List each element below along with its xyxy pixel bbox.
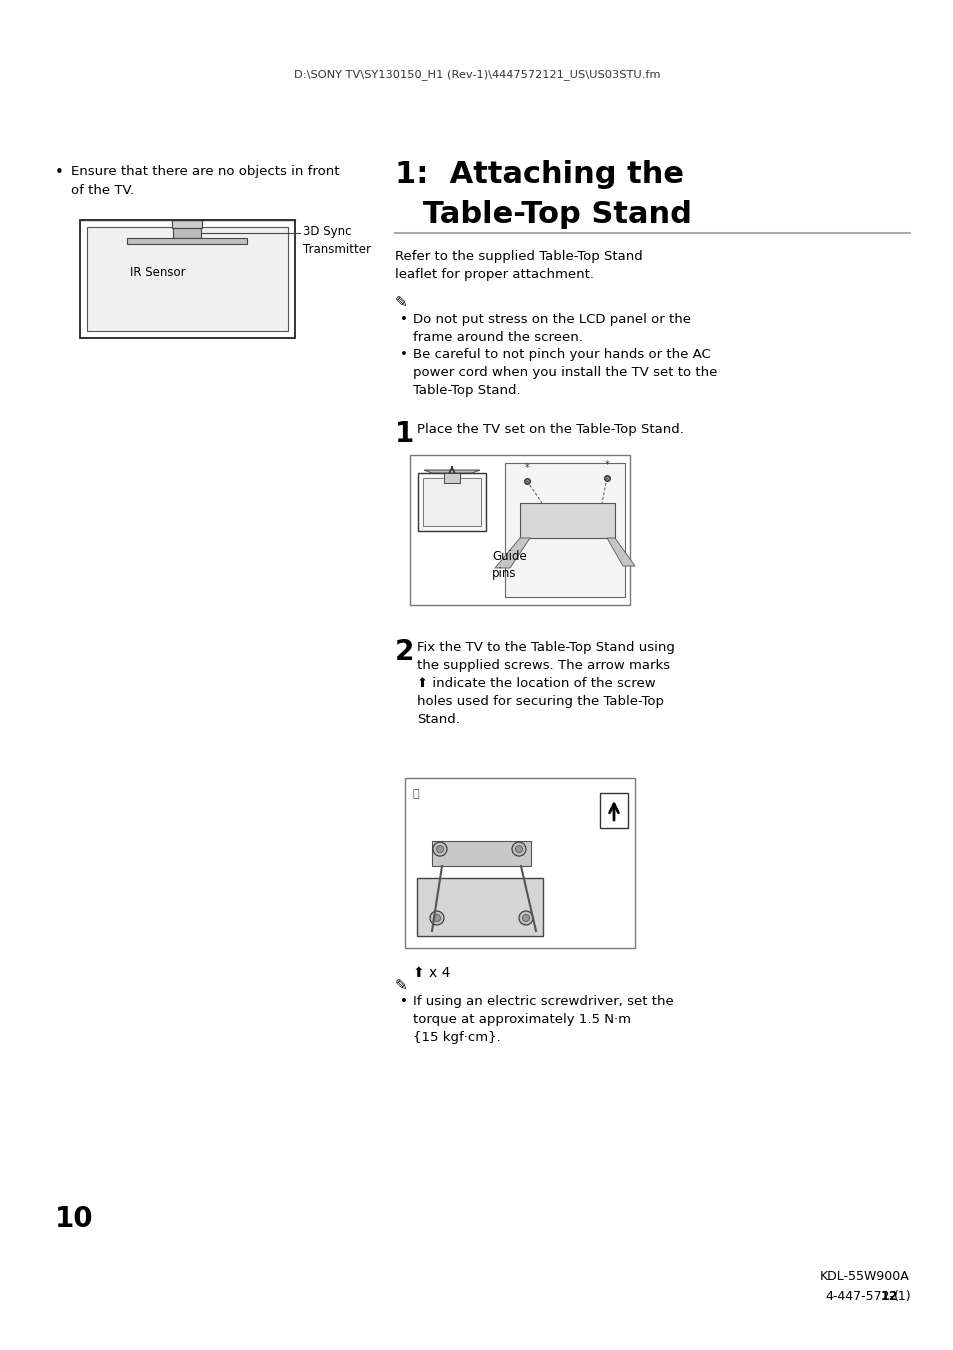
Text: ✎: ✎ (395, 296, 407, 310)
Polygon shape (423, 470, 479, 472)
Text: *: * (604, 460, 609, 470)
Circle shape (522, 914, 529, 922)
Bar (410, 455, 629, 605)
Circle shape (433, 842, 447, 856)
Text: IR Sensor: IR Sensor (130, 266, 185, 279)
Polygon shape (495, 539, 530, 568)
Text: Guide
pins: Guide pins (492, 549, 526, 580)
Bar (405, 778, 635, 948)
Bar (432, 841, 531, 867)
Text: ⬆ x 4: ⬆ x 4 (413, 967, 450, 980)
Text: D:\SONY TV\SY130150_H1 (Rev-1)\4447572121_US\US03STU.fm: D:\SONY TV\SY130150_H1 (Rev-1)\444757212… (294, 70, 659, 81)
Text: *: * (524, 463, 529, 472)
Text: •: • (399, 313, 408, 325)
Text: If using an electric screwdriver, set the
torque at approximately 1.5 N·m
{15 kg: If using an electric screwdriver, set th… (413, 995, 673, 1044)
Bar (80, 220, 294, 338)
Text: Table-Top Stand: Table-Top Stand (422, 200, 691, 230)
Text: Do not put stress on the LCD panel or the
frame around the screen.: Do not put stress on the LCD panel or th… (413, 313, 690, 344)
Bar (173, 228, 201, 238)
Text: 2: 2 (395, 639, 414, 666)
Bar (504, 463, 624, 597)
Text: 1: 1 (395, 420, 414, 448)
Text: Fix the TV to the Table-Top Stand using
the supplied screws. The arrow marks
⬆ i: Fix the TV to the Table-Top Stand using … (416, 641, 674, 726)
Bar (417, 472, 485, 531)
Text: Refer to the supplied Table-Top Stand
leaflet for proper attachment.: Refer to the supplied Table-Top Stand le… (395, 250, 642, 281)
Text: 3D Sync
Transmitter: 3D Sync Transmitter (303, 225, 371, 256)
Bar (87, 227, 288, 331)
Text: ✎: ✎ (395, 977, 407, 994)
Circle shape (433, 914, 440, 922)
Text: Ensure that there are no objects in front
of the TV.: Ensure that there are no objects in fron… (71, 165, 339, 197)
Text: 12: 12 (880, 1291, 897, 1303)
Circle shape (518, 911, 533, 925)
Text: KDL-55W900A: KDL-55W900A (820, 1270, 909, 1282)
Circle shape (430, 911, 443, 925)
Text: •: • (55, 165, 64, 180)
Polygon shape (416, 878, 542, 936)
Text: •: • (399, 348, 408, 360)
Text: (1): (1) (893, 1291, 910, 1303)
Bar (519, 504, 615, 539)
Polygon shape (606, 539, 635, 566)
Text: 4-447-572-: 4-447-572- (824, 1291, 894, 1303)
Bar (443, 472, 459, 483)
Circle shape (436, 845, 443, 853)
Circle shape (512, 842, 525, 856)
Text: Place the TV set on the Table-Top Stand.: Place the TV set on the Table-Top Stand. (416, 423, 683, 436)
Bar (422, 478, 480, 526)
Bar (172, 220, 202, 228)
Text: Ⓢ: Ⓢ (413, 788, 419, 799)
Bar (128, 238, 247, 244)
Text: 10: 10 (55, 1206, 93, 1233)
Text: •: • (399, 995, 408, 1008)
Circle shape (515, 845, 522, 853)
Bar (599, 792, 627, 828)
Text: 1:  Attaching the: 1: Attaching the (395, 161, 683, 189)
Text: Be careful to not pinch your hands or the AC
power cord when you install the TV : Be careful to not pinch your hands or th… (413, 348, 717, 397)
